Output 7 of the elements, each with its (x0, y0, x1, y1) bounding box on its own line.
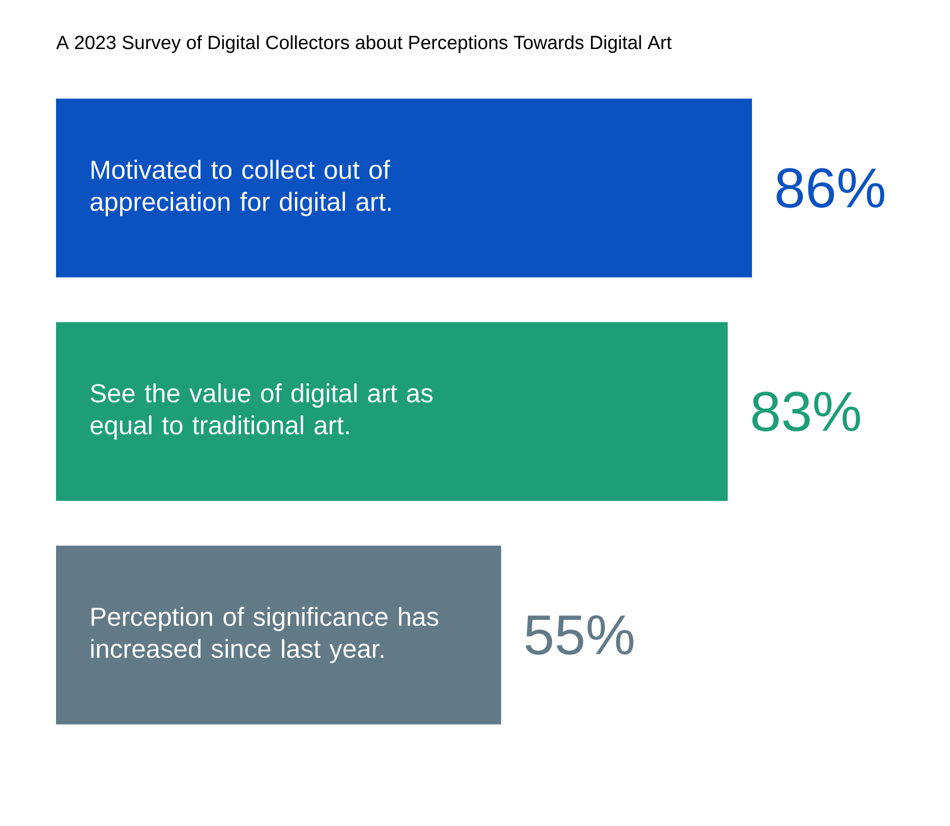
data-label: 86% (776, 168, 884, 208)
y-tick-label: See the value of digital art as equal to traditional art. (90, 383, 432, 440)
y-tick-label: Motivated to collect out of appreciation for digital art. (90, 160, 391, 216)
y-tick-label: Perception of significance has increased since last year. (91, 606, 438, 664)
data-label: 83% (752, 392, 860, 432)
data-label: 55% (526, 615, 634, 655)
chart-title: A 2023 Survey of Digital Collectors about Perceptions Towards Digital Art (56, 35, 672, 53)
